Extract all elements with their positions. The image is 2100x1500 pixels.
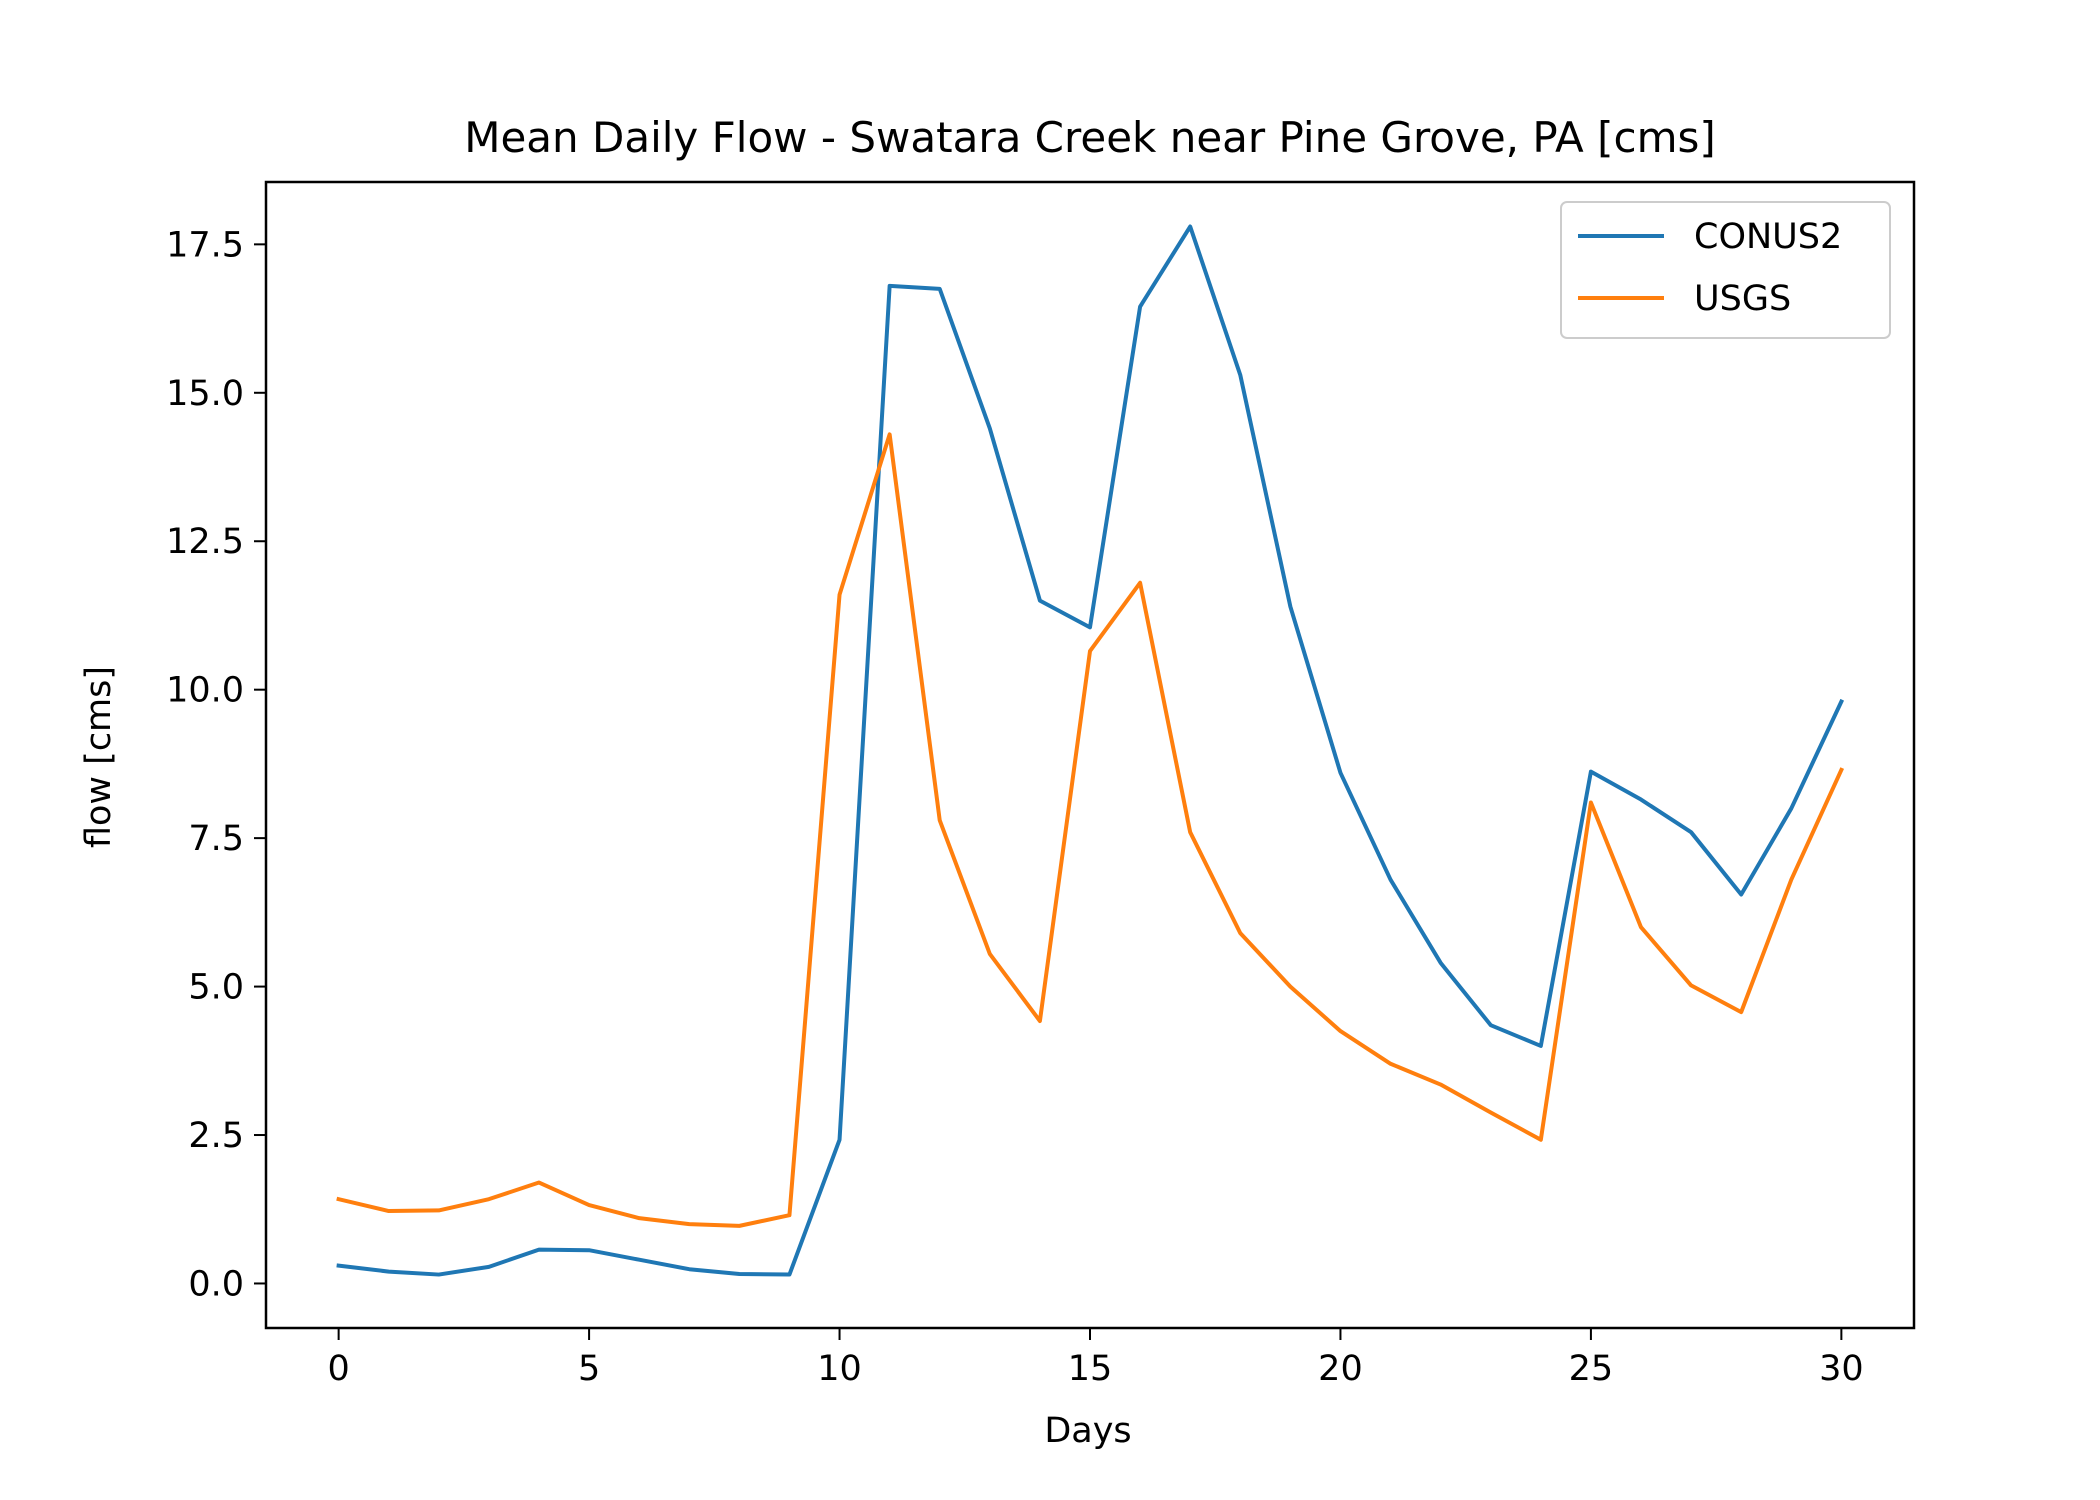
series-line-conus2 bbox=[336, 224, 1845, 1277]
series-line-usgs bbox=[336, 432, 1845, 1228]
x-tick-label: 0 bbox=[327, 1349, 349, 1389]
y-tick-label: 15.0 bbox=[166, 374, 244, 414]
x-tick-label: 30 bbox=[1819, 1349, 1864, 1389]
y-tick-label: 2.5 bbox=[188, 1116, 244, 1156]
x-tick-label: 20 bbox=[1318, 1349, 1363, 1389]
legend-label-usgs: USGS bbox=[1694, 279, 1791, 319]
y-axis-label: flow [cms] bbox=[79, 666, 119, 848]
series-layer bbox=[336, 224, 1845, 1277]
x-tick-label: 10 bbox=[817, 1349, 862, 1389]
y-tick-label: 7.5 bbox=[188, 819, 244, 859]
legend: CONUS2 USGS bbox=[1560, 201, 1891, 339]
y-tick-label: 0.0 bbox=[188, 1264, 244, 1304]
chart-title: Mean Daily Flow - Swatara Creek near Pin… bbox=[464, 113, 1716, 162]
y-tick-label: 12.5 bbox=[166, 522, 244, 562]
y-tick-label: 5.0 bbox=[188, 968, 244, 1008]
axes-layer: 0 5 10 15 20 25 30 0.0 2.5 5.0 7.5 10.0 12.5 15.0 17.5 bbox=[166, 180, 1916, 1389]
y-tick-label: 17.5 bbox=[166, 225, 244, 265]
y-tick-label: 10.0 bbox=[166, 671, 244, 711]
x-tick-label: 25 bbox=[1569, 1349, 1614, 1389]
x-tick-label: 15 bbox=[1068, 1349, 1113, 1389]
x-axis-label: Days bbox=[1044, 1411, 1131, 1451]
legend-label-conus2: CONUS2 bbox=[1694, 217, 1842, 257]
x-tick-label: 5 bbox=[578, 1349, 600, 1389]
